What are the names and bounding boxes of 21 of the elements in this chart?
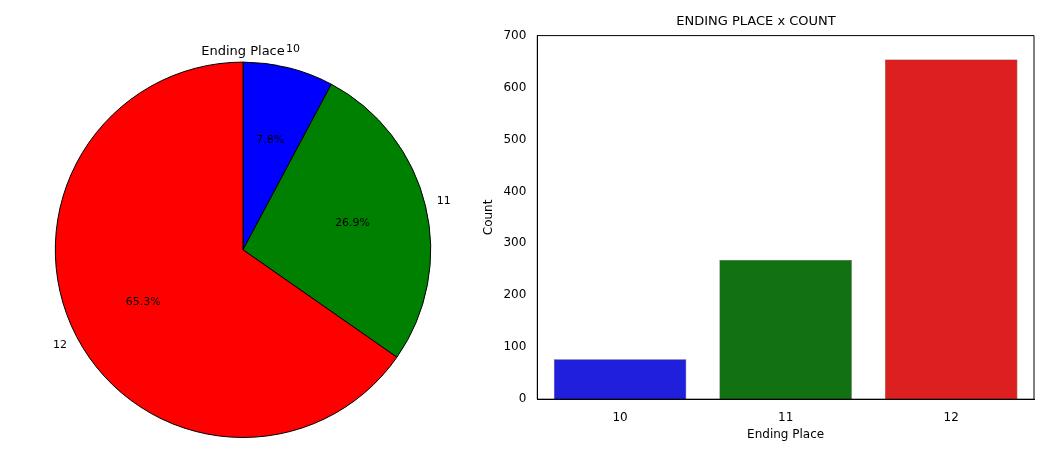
y-tick-label: 0: [518, 391, 527, 406]
y-tick-label: 700: [503, 27, 527, 42]
y-tick-label: 100: [503, 339, 527, 354]
slice-label: 11: [436, 194, 451, 208]
data-label: 7.8%: [256, 133, 285, 147]
x-tick-label: 12: [943, 409, 959, 424]
chart-title: ENDING PLACE x COUNT: [676, 13, 836, 29]
x-axis-title: Ending Place: [747, 426, 825, 441]
y-tick-label: 300: [503, 235, 527, 250]
slice-label: 12: [52, 338, 67, 352]
y-tick-label: 600: [503, 79, 527, 94]
y-tick-label: 400: [503, 183, 527, 198]
y-tick-label: 200: [503, 287, 527, 302]
chart-title: Ending Place: [201, 43, 285, 59]
slice-label: 10: [286, 42, 301, 56]
y-tick-label: 500: [503, 131, 527, 146]
data-label: 26.9%: [335, 216, 370, 230]
y-axis-title: Count: [481, 199, 496, 236]
x-tick-label: 10: [612, 409, 628, 424]
x-tick-label: 11: [778, 409, 794, 424]
data-label: 65.3%: [125, 294, 161, 308]
